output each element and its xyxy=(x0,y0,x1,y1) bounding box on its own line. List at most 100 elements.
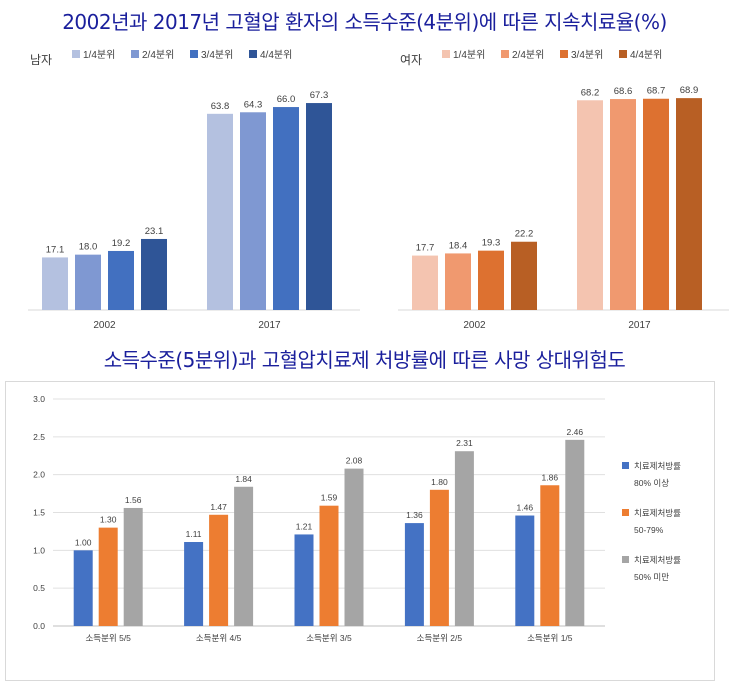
women-value-label: 68.7 xyxy=(647,86,666,97)
women-value-label: 22.2 xyxy=(515,229,534,240)
men-bar xyxy=(306,103,332,310)
men-value-label: 64.3 xyxy=(244,99,263,110)
women-category-label: 2002 xyxy=(463,320,486,331)
mortality-value-label: 2.46 xyxy=(567,427,584,437)
mortality-category-label: 소득분위 5/5 xyxy=(85,633,131,643)
men-legend-label: 2/4분위 xyxy=(142,48,174,61)
page-title-mortality: 소득수준(5분위)과 고혈압치료제 처방률에 따른 사망 상대위험도 xyxy=(103,348,626,372)
women-bar xyxy=(511,241,537,310)
mortality-value-label: 1.47 xyxy=(210,502,227,512)
women-value-label: 68.6 xyxy=(614,86,633,97)
chart-men: 남자 1/4분위 2/4분위 3/4분위 4/4분위 17.1 18.0 19.2 23.1 20… xyxy=(28,48,360,331)
women-panel-label: 여자 xyxy=(400,53,422,67)
women-bar xyxy=(643,98,669,310)
men-value-label: 67.3 xyxy=(310,90,329,101)
women-value-label: 17.7 xyxy=(416,243,435,254)
men-bar xyxy=(240,112,266,310)
mortality-value-label: 1.56 xyxy=(125,495,142,505)
women-legend-label: 2/4분위 xyxy=(512,48,544,61)
women-bar xyxy=(445,253,471,310)
men-bar xyxy=(42,257,68,310)
men-category-label: 2002 xyxy=(93,320,116,331)
mortality-bar xyxy=(98,527,118,626)
mortality-y-tick: 3.0 xyxy=(33,394,45,404)
mortality-legend-sublabel: 80% 이상 xyxy=(634,478,669,488)
women-legend-label: 3/4분위 xyxy=(571,48,603,61)
men-bar xyxy=(273,107,299,310)
chart-mortality-frame xyxy=(5,381,715,681)
mortality-bar xyxy=(209,514,229,626)
mortality-value-label: 1.30 xyxy=(100,515,117,525)
mortality-bar xyxy=(294,534,314,626)
men-legend-label: 1/4분위 xyxy=(83,48,115,61)
women-legend-swatch xyxy=(442,50,450,58)
mortality-legend-label: 치료제처방률 xyxy=(634,508,681,518)
women-legend-swatch xyxy=(560,50,568,58)
mortality-category-label: 소득분위 3/5 xyxy=(306,633,352,643)
women-bar xyxy=(412,255,438,310)
mortality-bar xyxy=(404,523,424,626)
mortality-y-tick: 0.5 xyxy=(33,583,45,593)
women-legend-swatch xyxy=(501,50,509,58)
men-bar xyxy=(141,238,167,310)
women-legend-label: 4/4분위 xyxy=(630,48,662,61)
mortality-value-label: 2.08 xyxy=(346,456,363,466)
men-legend-swatch xyxy=(190,50,198,58)
women-legend-label: 1/4분위 xyxy=(453,48,485,61)
men-legend-swatch xyxy=(249,50,257,58)
women-value-label: 18.4 xyxy=(449,240,468,251)
mortality-legend-swatch xyxy=(622,509,629,516)
women-value-label: 68.2 xyxy=(581,87,600,98)
mortality-category-label: 소득분위 4/5 xyxy=(196,633,242,643)
women-category-label: 2017 xyxy=(628,320,651,331)
mortality-bar xyxy=(540,485,560,626)
women-bar xyxy=(577,100,603,310)
women-bar xyxy=(610,99,636,311)
mortality-y-tick: 0.0 xyxy=(33,621,45,631)
mortality-bar xyxy=(73,550,93,626)
mortality-value-label: 2.31 xyxy=(456,438,473,448)
mortality-value-label: 1.84 xyxy=(235,474,252,484)
page-title-top: 2002년과 2017년 고혈압 환자의 소득수준(4분위)에 따른 지속치료율… xyxy=(62,10,667,34)
mortality-value-label: 1.59 xyxy=(321,493,338,503)
mortality-bar xyxy=(234,486,254,626)
men-category-label: 2017 xyxy=(258,320,281,331)
mortality-y-tick: 2.5 xyxy=(33,432,45,442)
mortality-legend-swatch xyxy=(622,462,629,469)
mortality-bar xyxy=(454,451,474,626)
mortality-value-label: 1.11 xyxy=(186,529,202,539)
men-value-label: 17.1 xyxy=(46,244,65,255)
mortality-value-label: 1.21 xyxy=(296,521,313,531)
men-panel-label: 남자 xyxy=(30,53,52,67)
men-value-label: 18.0 xyxy=(79,242,98,253)
chart-mortality: 0.0 0.5 1.0 1.5 2.0 2.5 3.0 1.00 1.30 1.56 소득분위 5/… xyxy=(33,394,681,643)
men-value-label: 63.8 xyxy=(211,101,230,112)
mortality-value-label: 1.80 xyxy=(431,477,448,487)
mortality-value-label: 1.36 xyxy=(406,510,423,520)
men-value-label: 19.2 xyxy=(112,238,131,249)
mortality-bar xyxy=(565,439,585,626)
men-bar xyxy=(207,113,233,310)
chart-women: 여자 1/4분위 2/4분위 3/4분위 4/4분위 17.7 18.4 19.3 22.2 20… xyxy=(398,48,729,331)
mortality-category-label: 소득분위 1/5 xyxy=(527,633,573,643)
women-legend-swatch xyxy=(619,50,627,58)
men-value-label: 23.1 xyxy=(145,226,164,237)
men-legend-label: 4/4분위 xyxy=(260,48,292,61)
men-bar xyxy=(108,250,134,310)
mortality-legend-label: 치료제처방률 xyxy=(634,461,681,471)
women-value-label: 68.9 xyxy=(680,85,699,96)
mortality-legend-sublabel: 50% 미만 xyxy=(634,572,669,582)
mortality-legend-sublabel: 50-79% xyxy=(634,525,664,535)
women-bar xyxy=(478,250,504,310)
mortality-value-label: 1.86 xyxy=(542,472,559,482)
men-legend-swatch xyxy=(72,50,80,58)
men-value-label: 66.0 xyxy=(277,94,296,105)
mortality-category-label: 소득분위 2/5 xyxy=(417,633,463,643)
mortality-value-label: 1.46 xyxy=(517,503,534,513)
men-bar xyxy=(75,254,101,310)
men-legend-label: 3/4분위 xyxy=(201,48,233,61)
women-value-label: 19.3 xyxy=(482,238,501,249)
mortality-y-tick: 1.0 xyxy=(33,545,45,555)
mortality-value-label: 1.00 xyxy=(75,537,92,547)
men-legend-swatch xyxy=(131,50,139,58)
